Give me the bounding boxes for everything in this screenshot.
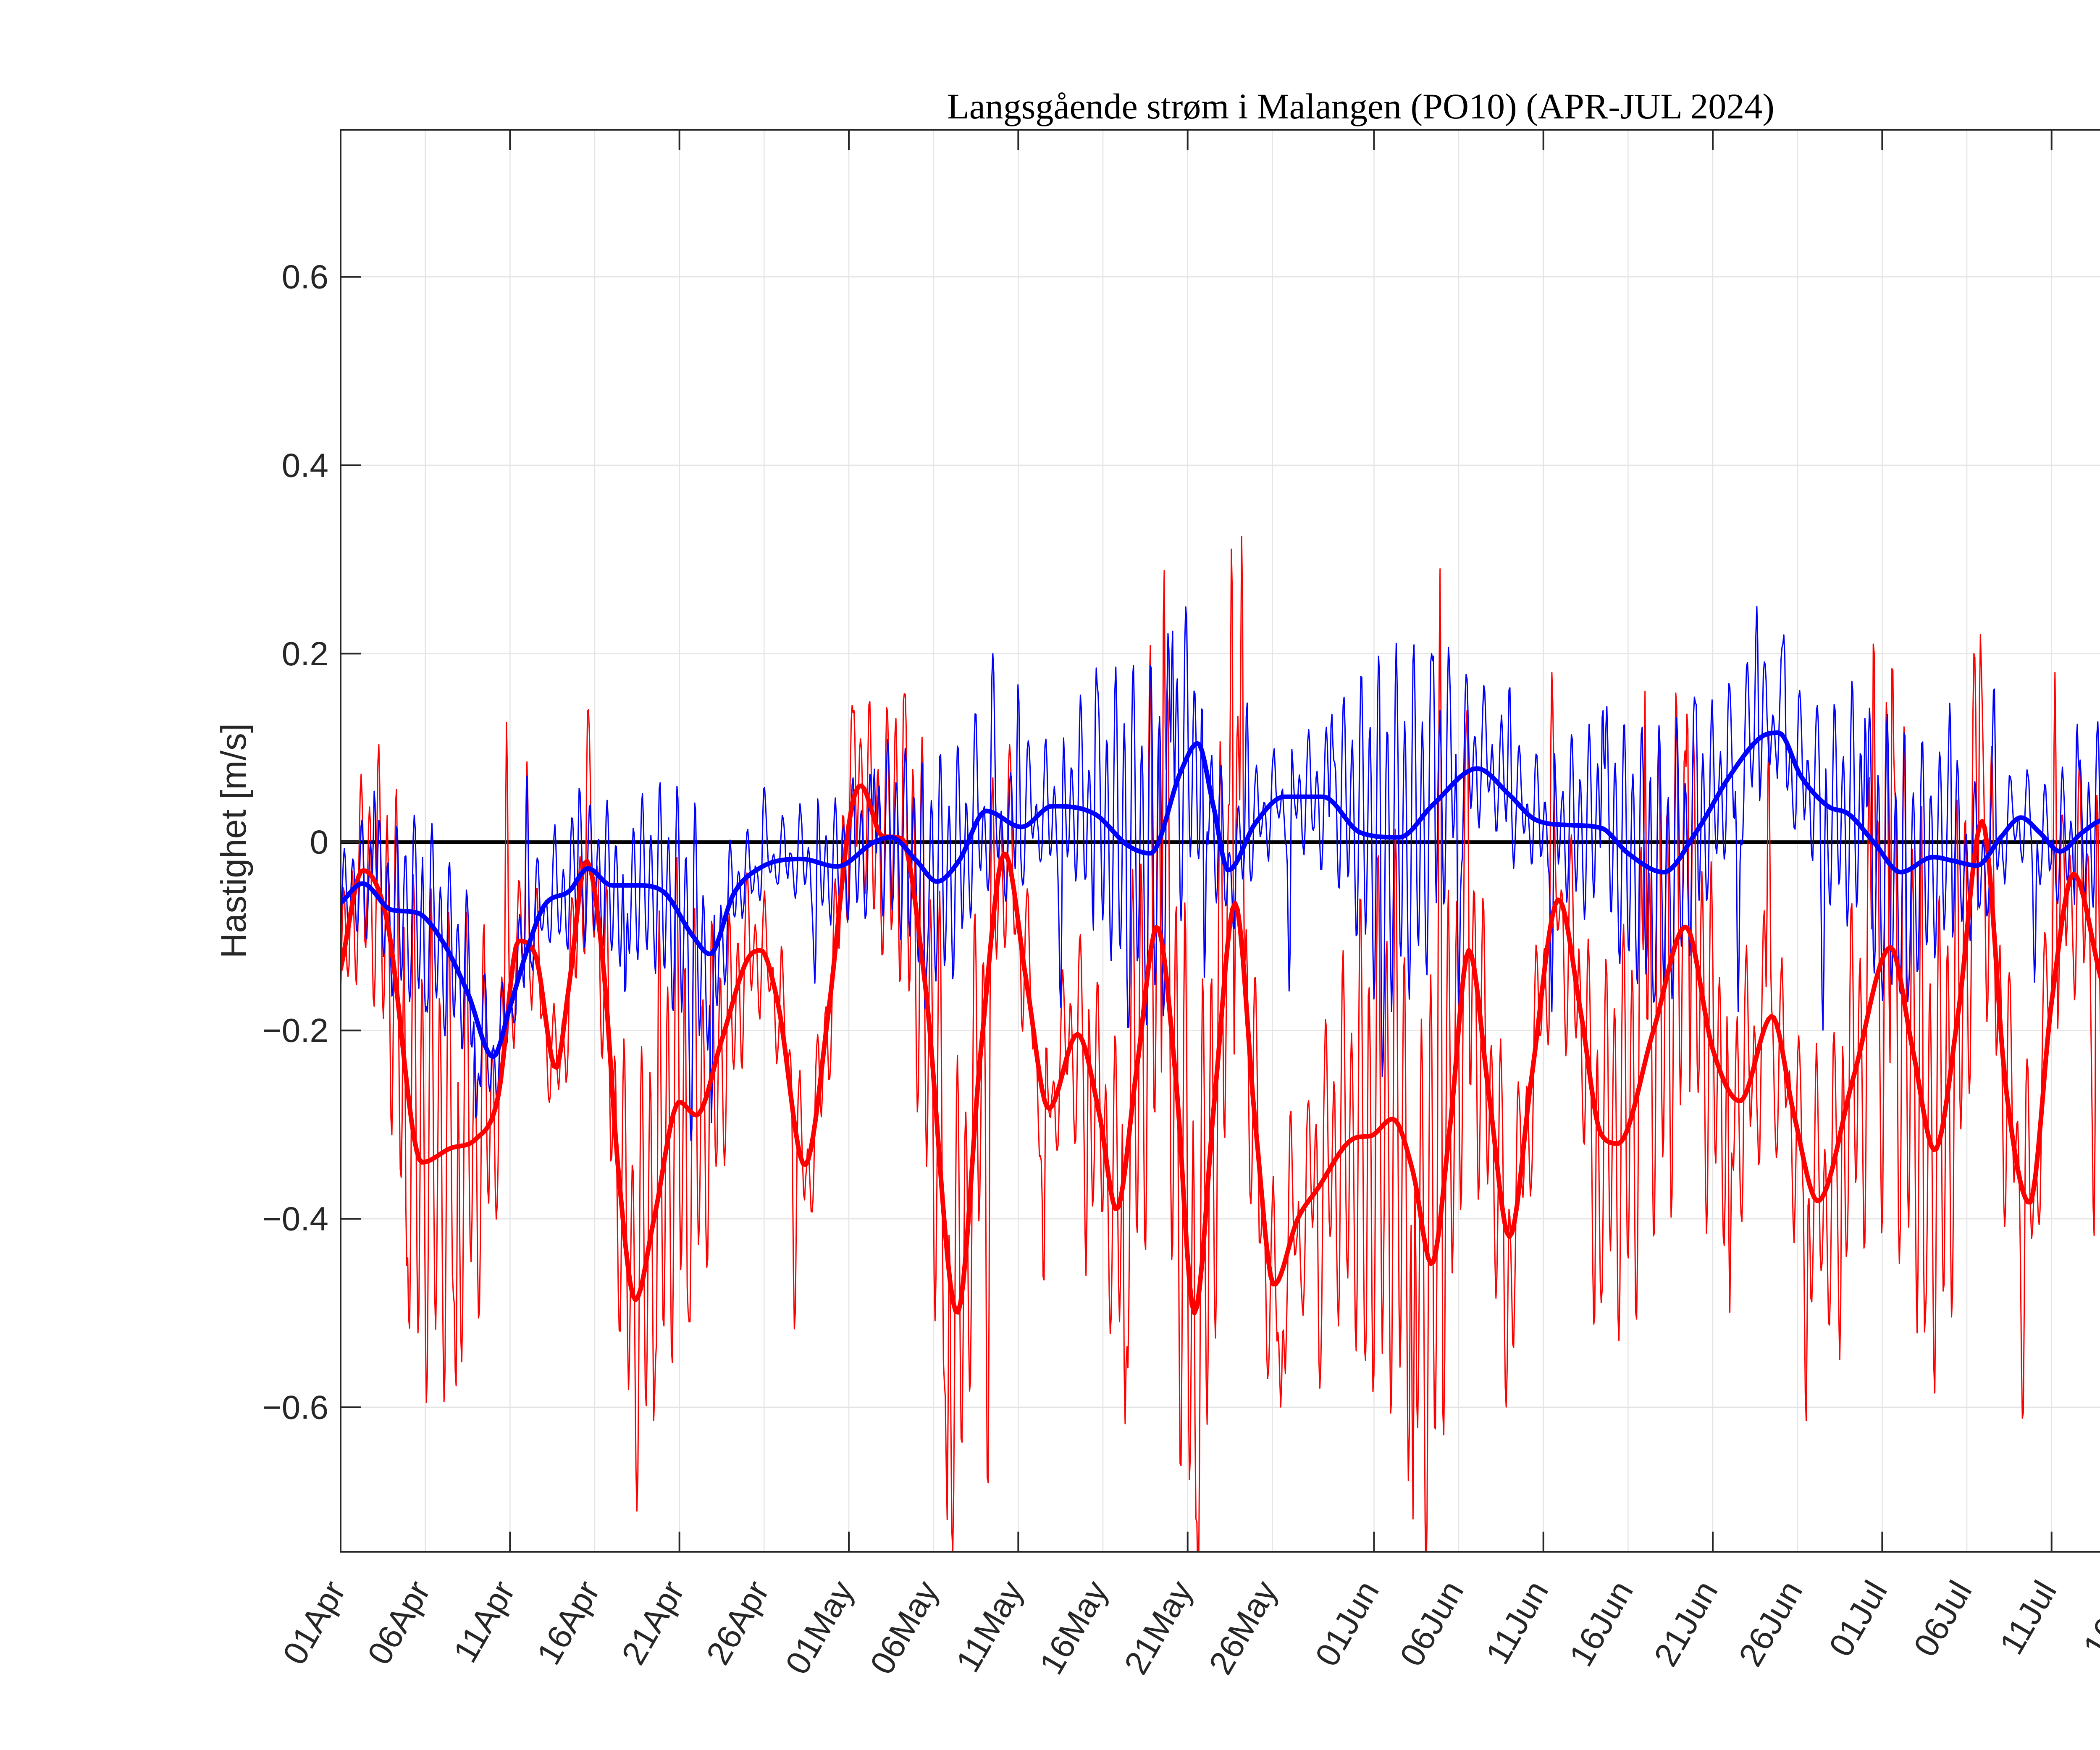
- y-tick-label: 0: [310, 824, 329, 861]
- y-tick-label: 0.2: [282, 635, 328, 672]
- axes-box: [340, 129, 2100, 1553]
- chart-title: Langsgående strøm i Malangen (PO10) (APR…: [947, 86, 1774, 126]
- y-tick-label: 0.6: [282, 258, 328, 296]
- axes-box-and-ticks: [340, 129, 2100, 1553]
- y-tick-label: −0.2: [262, 1012, 328, 1049]
- series-1m-lowpass: [341, 783, 2100, 1315]
- y-tick-label: −0.6: [262, 1388, 328, 1426]
- series-1m-raw: [341, 536, 2100, 1552]
- y-tick-labels: 0.6 0.4 0.2 0 −0.2 −0.4 −0.6: [262, 258, 328, 1426]
- y-tick-label: 0.4: [282, 446, 328, 484]
- data-series: [341, 536, 2100, 1552]
- series-10m-raw: [341, 606, 2100, 1141]
- y-axis-label: Hastighet [m/s]: [214, 723, 253, 958]
- series-10m-lowpass: [341, 730, 2100, 1059]
- y-tick-label: −0.4: [262, 1200, 328, 1238]
